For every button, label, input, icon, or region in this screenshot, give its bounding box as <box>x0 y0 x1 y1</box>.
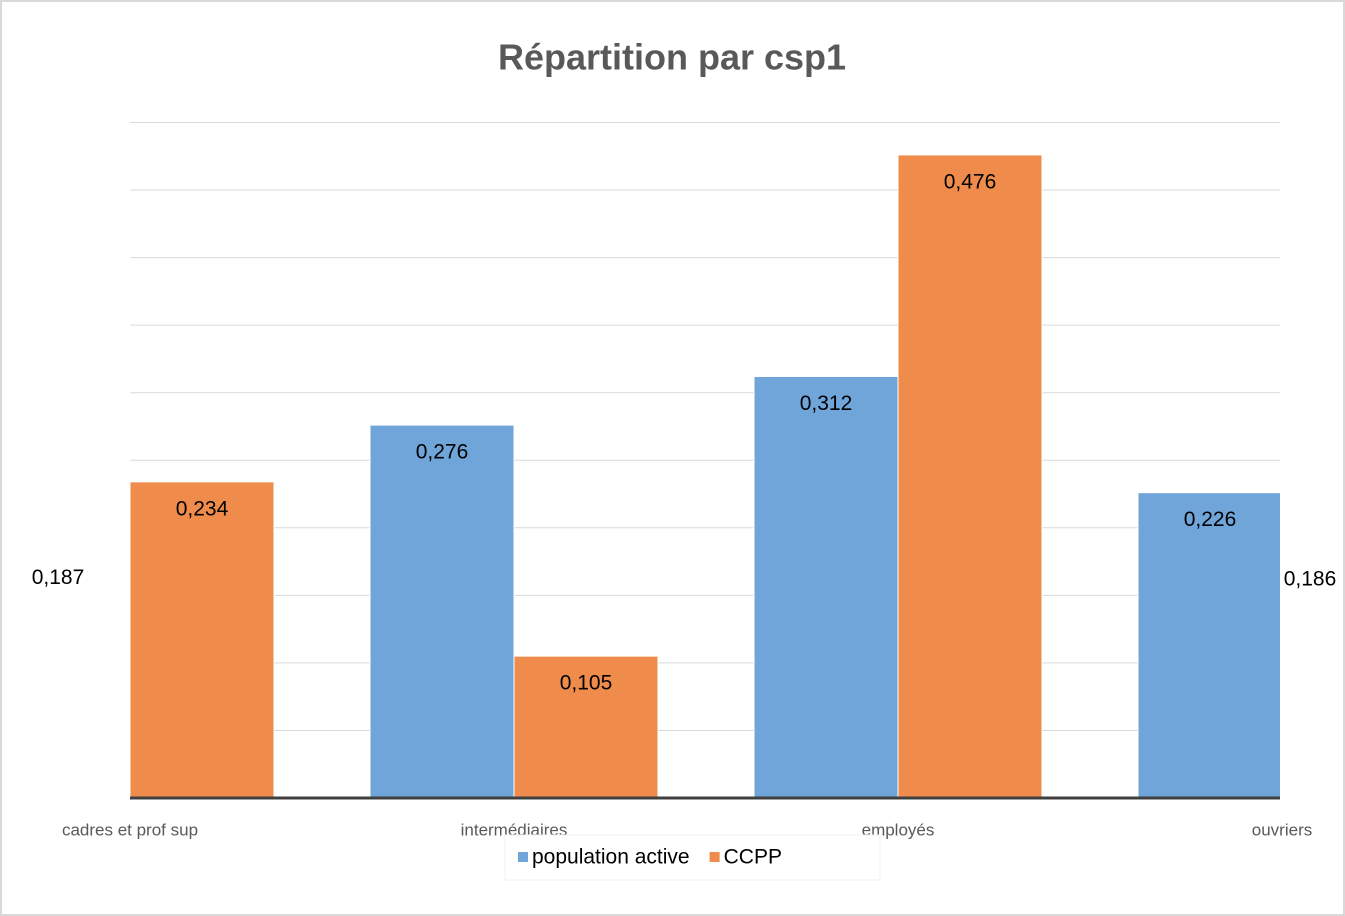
data-label: 0,476 <box>944 170 997 193</box>
data-label: 0,226 <box>1184 508 1237 531</box>
bar <box>513 655 659 799</box>
data-label: 0,234 <box>176 497 229 520</box>
data-label: 0,312 <box>800 392 853 415</box>
data-label: 0,187 <box>32 566 85 589</box>
legend-label: population active <box>532 846 690 869</box>
bars <box>130 154 1280 799</box>
legend-label: CCPP <box>724 846 782 869</box>
bar <box>369 424 515 799</box>
legend-swatch <box>709 852 720 862</box>
data-label: 0,276 <box>416 441 469 464</box>
data-label: 0,186 <box>1284 567 1337 590</box>
data-label: 0,105 <box>560 672 613 695</box>
labels: cadres et prof sup0,1870,234intermédiair… <box>32 170 1337 839</box>
bar <box>753 375 899 799</box>
chart-title: Répartition par csp1 <box>498 37 846 78</box>
x-tick-label: cadres et prof sup <box>62 820 198 839</box>
x-tick-label: ouvriers <box>1252 820 1312 839</box>
bar <box>130 481 275 799</box>
legend-swatch <box>518 852 528 862</box>
bar <box>897 154 1043 799</box>
bar <box>1137 492 1280 799</box>
legend-box <box>504 834 881 881</box>
